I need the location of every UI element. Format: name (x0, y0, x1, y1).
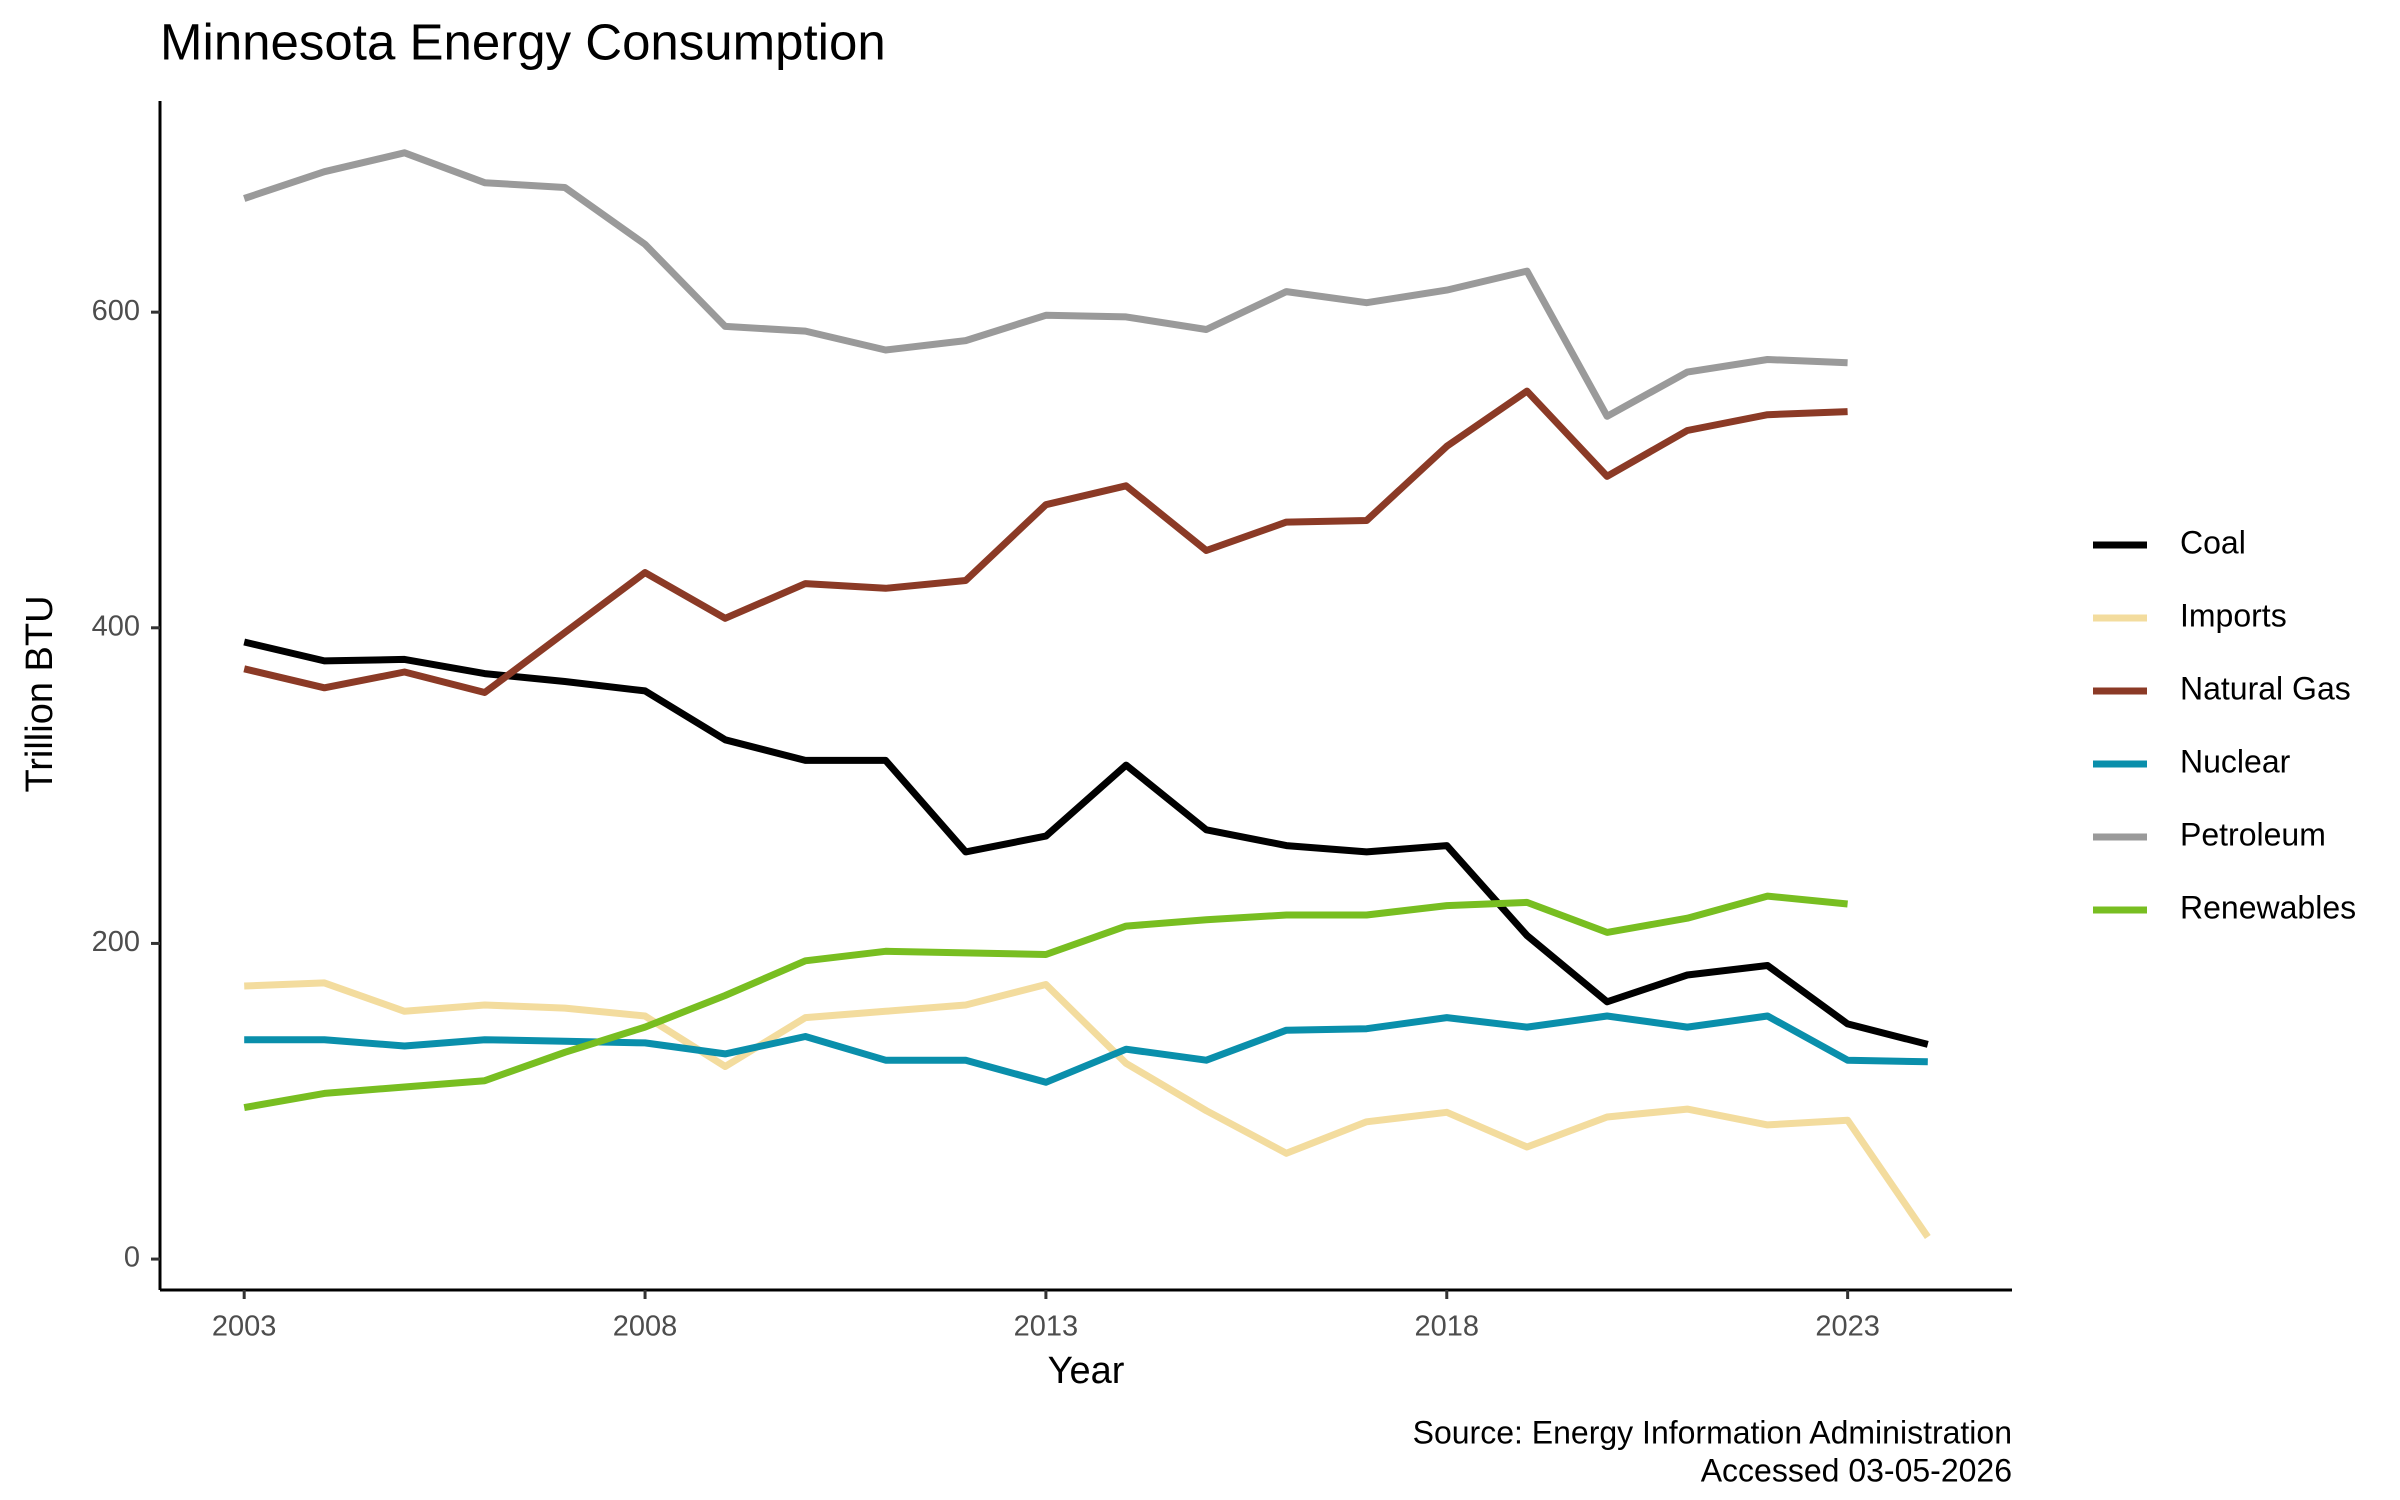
line-series (243, 387, 1848, 696)
y-axis-title: Trillion BTU (19, 595, 61, 792)
y-tick-label: 200 (92, 926, 140, 958)
legend-label: Natural Gas (2180, 670, 2351, 706)
line-series (244, 1012, 1928, 1086)
caption: Accessed 03-05-2026 (1701, 1452, 2012, 1488)
legend-label: Nuclear (2180, 743, 2291, 779)
chart-title: Minnesota Energy Consumption (160, 13, 886, 70)
x-tick-label: 2018 (1415, 1311, 1480, 1343)
legend-label: Renewables (2180, 889, 2356, 925)
legend-label: Coal (2180, 524, 2246, 560)
x-tick-label: 2003 (212, 1311, 277, 1343)
x-tick-label: 2023 (1815, 1311, 1880, 1343)
line-series (243, 149, 1848, 420)
x-tick-label: 2008 (613, 1311, 678, 1343)
legend-label: Petroleum (2180, 816, 2326, 852)
y-tick-label: 400 (92, 610, 140, 642)
line-series (243, 892, 1848, 1112)
line-series (243, 638, 1929, 1048)
y-tick-label: 600 (92, 295, 140, 327)
x-tick-label: 2013 (1014, 1311, 1079, 1343)
x-axis-title: Year (1048, 1350, 1125, 1392)
legend-label: Imports (2180, 597, 2287, 633)
y-tick-label: 0 (124, 1242, 140, 1274)
caption: Source: Energy Information Administratio… (1413, 1414, 2012, 1450)
line-series (244, 979, 1931, 1239)
